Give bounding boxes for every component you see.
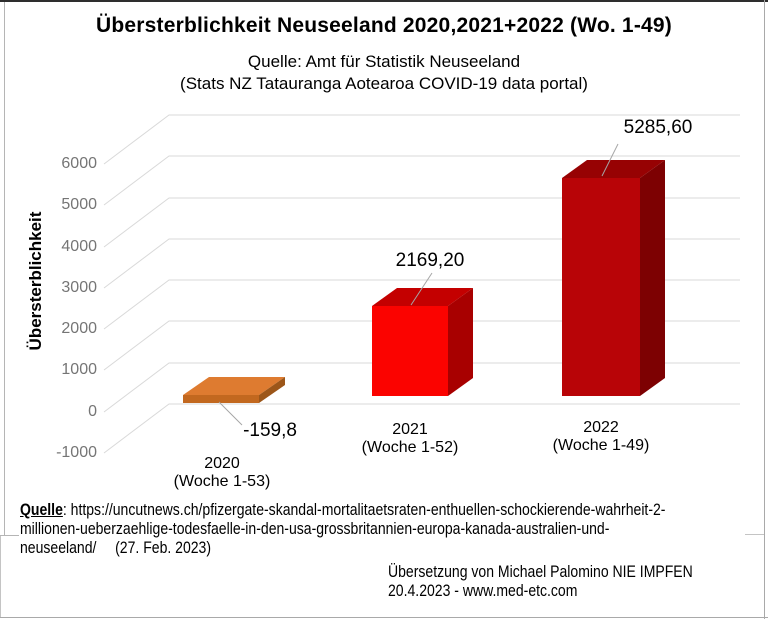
source-line-3: neuseeland/ (27. Feb. 2023): [20, 539, 665, 558]
ytick-6000: 6000: [61, 155, 97, 172]
category-year: 2020: [204, 455, 240, 472]
data-label-leader-lines: [218, 143, 619, 426]
data-label-2021: 2169,20: [395, 250, 465, 271]
frame-border-left-upper: [4, 2, 5, 536]
ytick-2000: 2000: [61, 320, 97, 337]
source-date: (27. Feb. 2023): [115, 539, 212, 557]
gridlines: [103, 114, 740, 454]
ytick-0: 0: [88, 403, 97, 420]
credit-text: Übersetzung von Michael Palomino NIE IMP…: [388, 563, 693, 601]
frame-border-bottom: [0, 617, 768, 618]
y-axis-title: Übersterblichkeit: [26, 211, 45, 351]
source-label: Quelle: [20, 501, 63, 519]
category-weeks: (Woche 1-49): [552, 436, 650, 454]
bar-2020: [183, 377, 285, 403]
category-weeks: (Woche 1-53): [173, 472, 271, 490]
bar-2021: [372, 288, 473, 396]
frame-border-step-right: [745, 534, 764, 535]
bar-2022: [562, 160, 665, 396]
category-weeks: (Woche 1-52): [361, 438, 459, 456]
frame-border-step-left: [0, 535, 19, 536]
category-label-2020: 2020 (Woche 1-53): [137, 455, 307, 490]
category-year: 2021: [392, 421, 428, 438]
source-line-2: millionen-ueberzaehlige-todesfaelle-in-d…: [20, 520, 610, 538]
frame-border-top: [0, 0, 768, 2]
credit-line-1: Übersetzung von Michael Palomino NIE IMP…: [388, 563, 693, 581]
category-label-2022: 2022 (Woche 1-49): [516, 419, 686, 454]
source-text: Quelle: https://uncutnews.ch/pfizergate-…: [20, 501, 665, 558]
ytick-neg1000: -1000: [56, 444, 97, 461]
frame-border-right: [764, 0, 765, 619]
data-label-2022: 5285,60: [623, 117, 693, 138]
credit-line-2: 20.4.2023 - www.med-etc.com: [388, 582, 578, 600]
ytick-1000: 1000: [61, 361, 97, 378]
category-year: 2022: [583, 419, 619, 436]
category-label-2021: 2021 (Woche 1-52): [325, 421, 495, 456]
page-title: Übersterblichkeit Neuseeland 2020,2021+2…: [96, 14, 672, 37]
source-line-1: Quelle: https://uncutnews.ch/pfizergate-…: [20, 501, 665, 520]
ytick-4000: 4000: [61, 238, 97, 255]
chart-subtitle-line2: (Stats NZ Tatauranga Aotearoa COVID-19 d…: [180, 74, 588, 93]
ytick-3000: 3000: [61, 279, 97, 296]
source-url-part3: neuseeland/: [20, 539, 97, 557]
chart-subtitle-line1: Quelle: Amt für Statistik Neuseeland: [247, 52, 521, 71]
source-url-part1: : https://uncutnews.ch/pfizergate-skanda…: [62, 501, 666, 519]
ytick-5000: 5000: [61, 196, 97, 213]
frame-border-left-lower: [0, 536, 1, 617]
data-label-2020: -159,8: [243, 420, 297, 441]
